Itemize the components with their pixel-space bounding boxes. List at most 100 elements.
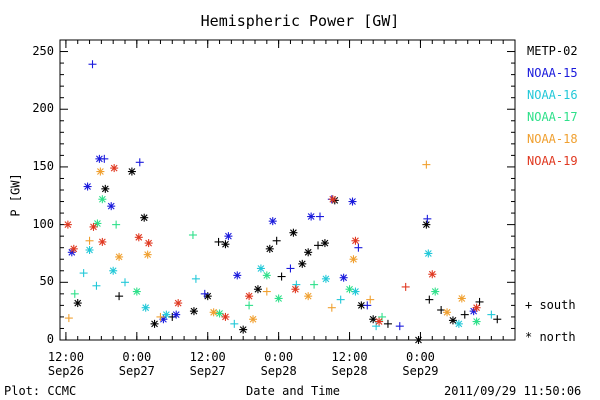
- data-marks: [63, 60, 502, 344]
- x-tick-label: Sep27: [118, 364, 155, 378]
- legend-entry: METP-02: [527, 44, 578, 58]
- x-tick-label: Sep28: [331, 364, 368, 378]
- data-point: [174, 299, 183, 308]
- legend-entry: NOAA-16: [527, 88, 578, 102]
- data-point: [472, 317, 481, 326]
- data-point: [314, 241, 323, 250]
- data-point: [140, 213, 149, 222]
- data-point: [221, 312, 230, 321]
- data-point: [214, 237, 223, 246]
- plot-axes: [59, 39, 516, 341]
- data-point: [422, 160, 431, 169]
- data-point: [107, 202, 116, 211]
- data-point: [224, 232, 233, 241]
- data-point: [100, 154, 109, 163]
- data-point: [339, 273, 348, 282]
- data-point: [134, 233, 143, 242]
- data-point: [135, 158, 144, 167]
- data-point: [298, 259, 307, 268]
- data-point: [73, 299, 82, 308]
- data-point: [98, 237, 107, 246]
- data-point: [221, 240, 230, 249]
- data-point: [475, 297, 484, 306]
- data-point: [366, 295, 375, 304]
- x-tick-label: Sep26: [47, 364, 84, 378]
- data-point: [83, 182, 92, 191]
- data-point: [457, 294, 466, 303]
- data-point: [425, 295, 434, 304]
- data-point: [150, 319, 159, 328]
- data-point: [189, 307, 198, 316]
- x-tick-label: 12:00: [47, 350, 84, 364]
- data-point: [349, 255, 358, 264]
- data-point: [245, 292, 254, 301]
- data-point: [110, 164, 119, 173]
- data-point: [307, 212, 316, 221]
- data-point: [115, 252, 124, 261]
- data-point: [289, 228, 298, 237]
- data-point: [262, 287, 271, 296]
- data-point: [265, 244, 274, 253]
- data-point: [96, 167, 105, 176]
- y-tick-label: 150: [32, 158, 54, 173]
- data-point: [351, 236, 360, 245]
- legend-entry: NOAA-19: [527, 154, 578, 168]
- data-point: [401, 282, 410, 291]
- data-point: [92, 281, 101, 290]
- data-point: [345, 285, 354, 294]
- x-tick-label: 12:00: [331, 350, 368, 364]
- data-point: [109, 266, 118, 275]
- y-axis-label: P [GW]: [8, 173, 23, 217]
- y-tick-label: 100: [32, 216, 54, 231]
- data-point: [141, 303, 150, 312]
- data-point: [89, 222, 98, 231]
- data-point: [230, 319, 239, 328]
- data-point: [200, 289, 209, 298]
- data-point: [272, 236, 281, 245]
- plot-frame: [59, 39, 516, 341]
- x-tick-label: 0:00: [406, 350, 435, 364]
- data-point: [79, 269, 88, 278]
- data-point: [375, 317, 384, 326]
- data-point: [262, 271, 271, 280]
- data-point: [121, 278, 129, 287]
- legend-entry: NOAA-17: [527, 110, 578, 124]
- data-point: [414, 336, 423, 344]
- data-point: [112, 220, 121, 229]
- x-axis-label: Date and Time: [246, 384, 340, 398]
- footer-timestamp: 2011/09/29 11:50:06: [444, 384, 582, 398]
- data-point: [188, 231, 197, 239]
- x-tick-label: Sep28: [260, 364, 297, 378]
- data-point: [321, 274, 330, 283]
- footer-credit: Plot: CCMC: [4, 384, 77, 398]
- data-point: [233, 271, 242, 280]
- data-point: [443, 308, 452, 317]
- data-point: [428, 270, 437, 279]
- data-point: [472, 303, 481, 312]
- data-point: [327, 303, 336, 312]
- data-point: [372, 322, 381, 331]
- y-tick-label: 250: [32, 43, 54, 58]
- data-point: [286, 264, 295, 273]
- data-point: [256, 264, 265, 273]
- data-point: [249, 315, 258, 324]
- data-point: [493, 315, 502, 324]
- y-tick-label: 200: [32, 101, 54, 116]
- data-point: [144, 239, 153, 248]
- data-point: [448, 316, 457, 325]
- data-point: [310, 280, 319, 289]
- data-point: [487, 310, 496, 319]
- data-point: [431, 287, 440, 296]
- data-point: [85, 236, 94, 245]
- data-point: [268, 217, 277, 226]
- data-point: [132, 287, 141, 296]
- data-point: [127, 167, 136, 176]
- data-point: [291, 285, 300, 294]
- data-point: [292, 280, 301, 289]
- x-tick-label: 0:00: [122, 350, 152, 364]
- data-point: [98, 195, 107, 204]
- data-point: [422, 220, 431, 229]
- legend-marker-north: * north: [525, 330, 576, 344]
- data-point: [424, 249, 433, 258]
